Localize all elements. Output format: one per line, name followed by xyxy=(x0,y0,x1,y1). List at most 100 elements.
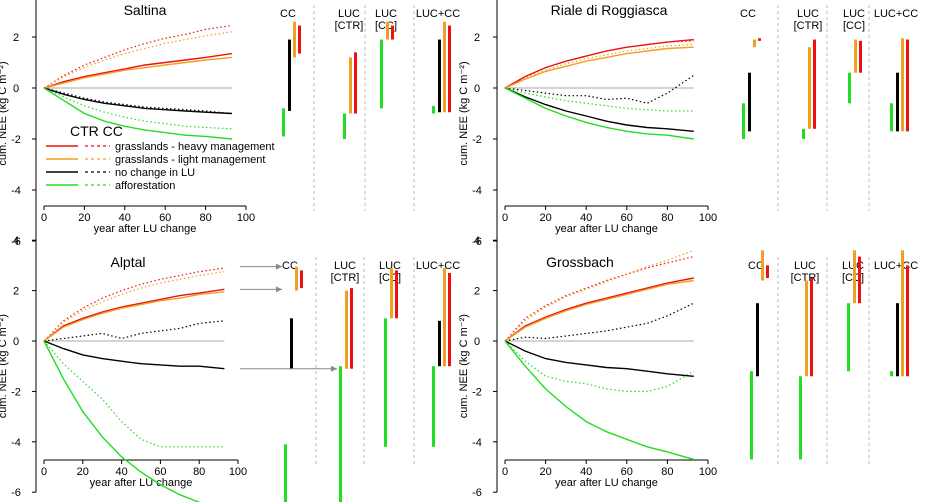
panel-riale-di-roggiasca: Riale di Roggiasca-6-4-2024020406080100y… xyxy=(458,0,918,248)
series-line-grasslands-light-solid xyxy=(504,46,694,89)
bar-header: LUC [CTR] xyxy=(791,260,820,284)
bar-header: CC xyxy=(282,260,298,272)
range-bar-afforestation xyxy=(802,128,805,139)
x-axis-label: year after LU change xyxy=(555,223,658,235)
series-line-no-change-solid xyxy=(43,340,225,370)
range-bar-afforestation xyxy=(284,444,287,502)
panel-title: Saltina xyxy=(124,2,167,18)
y-tick-label: 2 xyxy=(474,286,480,298)
y-tick-label: 2 xyxy=(474,32,480,44)
range-bar-grasslands-heavy xyxy=(766,265,769,278)
range-bar-grasslands-light xyxy=(761,250,764,281)
range-bar-afforestation xyxy=(750,371,753,460)
panel-title: Alptal xyxy=(110,254,145,270)
series-line-grasslands-heavy-dotted xyxy=(504,256,694,342)
x-tick-label: 0 xyxy=(41,466,47,478)
range-bar-grasslands-light xyxy=(443,21,446,113)
x-axis-label: year after LU change xyxy=(555,477,658,489)
legend-entry: afforestation xyxy=(115,180,175,192)
series-line-grasslands-light-solid xyxy=(43,291,225,342)
y-tick-label: 4 xyxy=(13,235,19,247)
range-bar-afforestation xyxy=(848,72,851,104)
x-tick-label: 40 xyxy=(119,212,131,224)
legend-entry: no change in LU xyxy=(115,167,195,179)
range-bar-grasslands-heavy xyxy=(391,25,394,40)
bar-header: CC xyxy=(280,8,296,20)
series-line-no-change-dotted xyxy=(43,320,225,342)
range-bar-grasslands-light xyxy=(345,290,348,369)
range-bar-grasslands-light xyxy=(753,39,756,48)
bar-header: CC xyxy=(740,8,756,20)
range-bar-grasslands-light xyxy=(901,250,904,377)
series-line-grasslands-light-solid xyxy=(504,279,694,342)
range-bar-grasslands-light xyxy=(805,280,808,377)
range-bar-grasslands-light xyxy=(808,47,811,129)
range-bar-grasslands-heavy xyxy=(448,272,451,367)
range-bar-grasslands-heavy xyxy=(350,288,353,369)
series-line-grasslands-heavy-solid xyxy=(43,288,225,342)
x-tick-label: 100 xyxy=(229,466,247,478)
range-bar-grasslands-heavy xyxy=(859,40,862,73)
range-bar-afforestation xyxy=(343,113,346,139)
x-tick-label: 40 xyxy=(580,466,592,478)
y-tick-label: -6 xyxy=(11,236,21,248)
series-line-grasslands-light-dotted xyxy=(504,44,694,89)
y-tick-label: -2 xyxy=(11,134,21,146)
range-bar-no-change xyxy=(748,72,751,132)
x-tick-label: 20 xyxy=(539,212,551,224)
y-tick-label: 4 xyxy=(474,235,480,247)
series-line-afforestation-dotted xyxy=(504,87,694,112)
series-line-no-change-solid xyxy=(43,87,232,115)
legend-entry: grasslands - heavy management xyxy=(115,141,275,153)
range-bar-grasslands-light xyxy=(901,38,904,132)
series-line-grasslands-heavy-solid xyxy=(504,38,694,89)
range-bar-grasslands-light xyxy=(853,250,856,304)
range-bar-afforestation xyxy=(799,376,802,460)
panel-title: Grossbach xyxy=(546,254,614,270)
x-axis-label: year after LU change xyxy=(90,477,193,489)
y-tick-label: -4 xyxy=(11,185,21,197)
x-tick-label: 0 xyxy=(502,466,508,478)
range-bar-afforestation xyxy=(384,318,387,447)
x-tick-label: 100 xyxy=(699,466,717,478)
series-line-no-change-solid xyxy=(504,340,694,377)
panel-title: Riale di Roggiasca xyxy=(551,2,668,18)
x-tick-label: 40 xyxy=(115,466,127,478)
x-tick-label: 40 xyxy=(580,212,592,224)
bar-header: LUC+CC xyxy=(416,260,460,272)
range-bar-grasslands-heavy xyxy=(858,256,861,304)
range-bar-no-change xyxy=(288,39,291,111)
y-tick-label: 2 xyxy=(13,32,19,44)
series-line-grasslands-light-dotted xyxy=(504,249,695,342)
y-tick-label: 0 xyxy=(474,83,480,95)
bar-header: LUC+CC xyxy=(874,260,918,272)
y-tick-label: -2 xyxy=(472,134,482,146)
range-bar-grasslands-heavy xyxy=(354,52,357,114)
series-line-afforestation-dotted xyxy=(43,340,225,448)
series-line-afforestation-solid xyxy=(504,340,694,461)
series-line-grasslands-heavy-dotted xyxy=(43,24,232,89)
x-tick-label: 60 xyxy=(621,212,633,224)
series-line-grasslands-light-solid xyxy=(43,56,232,89)
bar-header: LUC [CTR] xyxy=(794,8,823,32)
x-tick-label: 80 xyxy=(661,466,673,478)
y-tick-label: -4 xyxy=(472,185,482,197)
range-bar-afforestation xyxy=(432,105,435,114)
x-tick-label: 20 xyxy=(77,466,89,478)
range-bar-grasslands-light xyxy=(854,39,857,73)
range-bar-no-change xyxy=(290,318,293,369)
range-bar-afforestation xyxy=(890,103,893,132)
range-bar-no-change xyxy=(438,39,441,113)
range-bar-no-change xyxy=(896,303,899,377)
range-bar-afforestation xyxy=(742,103,745,139)
series-line-no-change-dotted xyxy=(504,302,695,342)
range-bar-no-change xyxy=(756,303,759,377)
y-axis-label: cum. NEE (kg C m⁻²) xyxy=(0,314,9,418)
range-bar-afforestation xyxy=(847,303,850,372)
x-tick-label: 60 xyxy=(621,466,633,478)
series-line-grasslands-heavy-solid xyxy=(43,52,233,89)
y-tick-label: -2 xyxy=(11,386,21,398)
bar-header: LUC+CC xyxy=(416,8,460,20)
y-tick-label: -2 xyxy=(472,386,482,398)
